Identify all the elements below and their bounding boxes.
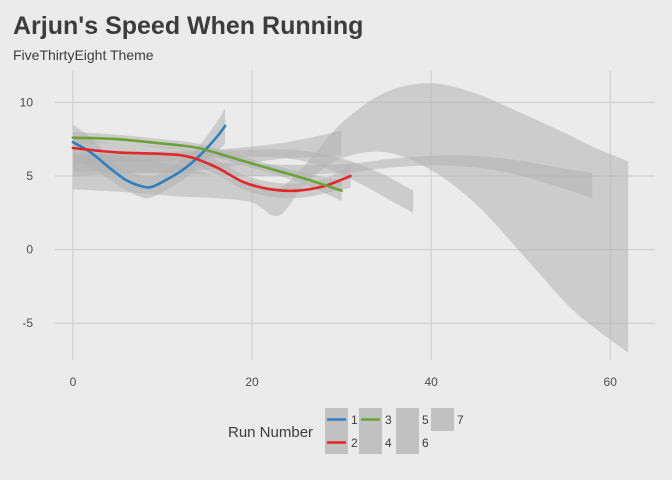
chart-title: Arjun's Speed When Running bbox=[13, 12, 364, 40]
x-tick-label: 0 bbox=[70, 375, 77, 389]
legend-key-4 bbox=[359, 431, 382, 454]
line-run-2 bbox=[71, 146, 352, 193]
axis-tick-labels: 0 20 40 60 -5 0 5 10 bbox=[20, 95, 618, 389]
legend-label-3: 3 bbox=[385, 413, 392, 427]
line-run-1 bbox=[71, 124, 227, 189]
x-tick-label: 20 bbox=[245, 375, 259, 389]
line-run-3 bbox=[71, 136, 343, 192]
x-tick-label: 40 bbox=[424, 375, 438, 389]
legend-title: Run Number bbox=[228, 424, 313, 441]
x-tick-label: 60 bbox=[604, 375, 618, 389]
legend-label-2: 2 bbox=[351, 436, 358, 450]
ribbon-run-7 bbox=[72, 83, 629, 353]
legend: Run Number 1 2 3 4 5 6 7 bbox=[228, 408, 464, 454]
confidence-ribbons bbox=[72, 83, 629, 353]
legend-key-5 bbox=[396, 408, 419, 431]
legend-label-7: 7 bbox=[457, 413, 464, 427]
chart-subtitle: FiveThirtyEight Theme bbox=[13, 47, 154, 63]
legend-label-1: 1 bbox=[351, 413, 358, 427]
legend-label-4: 4 bbox=[385, 436, 392, 450]
legend-label-5: 5 bbox=[422, 413, 429, 427]
y-tick-label: -5 bbox=[22, 316, 33, 330]
legend-label-6: 6 bbox=[422, 436, 429, 450]
legend-key-7 bbox=[431, 408, 454, 431]
y-tick-label: 0 bbox=[26, 243, 33, 257]
legend-key-6 bbox=[396, 431, 419, 454]
y-tick-label: 5 bbox=[26, 169, 33, 183]
smoothed-lines bbox=[71, 124, 352, 193]
y-tick-label: 10 bbox=[20, 95, 34, 109]
